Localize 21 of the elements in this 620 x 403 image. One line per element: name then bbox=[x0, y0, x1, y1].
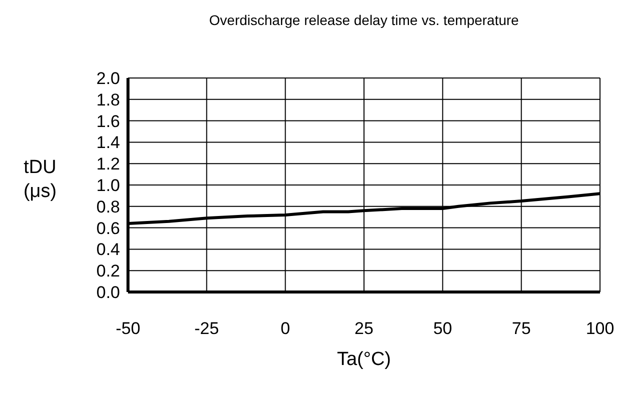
x-tick-label: -50 bbox=[116, 319, 140, 338]
x-axis-title: Ta(°C) bbox=[336, 349, 392, 370]
y-tick-label: 1.4 bbox=[96, 133, 120, 152]
x-tick-label: 50 bbox=[433, 319, 452, 338]
y-tick-label: 1.2 bbox=[96, 154, 120, 174]
y-tick-label: 1.6 bbox=[96, 112, 120, 131]
y-tick-label: 1.8 bbox=[96, 90, 120, 110]
x-tick-label: 75 bbox=[512, 319, 531, 338]
y-tick-label: 0.2 bbox=[96, 262, 120, 281]
y-tick-label: 0.8 bbox=[96, 197, 120, 216]
y-axis-title: tDU (μs) bbox=[23, 157, 57, 202]
y-tick-label: 2.0 bbox=[96, 69, 120, 88]
y-tick-label: 0.6 bbox=[96, 218, 120, 238]
x-tick-label: -25 bbox=[194, 319, 219, 338]
chart-title: Overdischarge release delay time vs. temperature bbox=[208, 12, 520, 28]
y-tick-label: 1.0 bbox=[96, 176, 120, 196]
x-tick-label: 25 bbox=[354, 319, 374, 338]
x-tick-label: 100 bbox=[586, 319, 614, 338]
y-tick-label: 0.0 bbox=[96, 283, 120, 302]
x-tick-label: 0 bbox=[280, 319, 290, 338]
y-tick-label: 0.4 bbox=[96, 240, 120, 260]
